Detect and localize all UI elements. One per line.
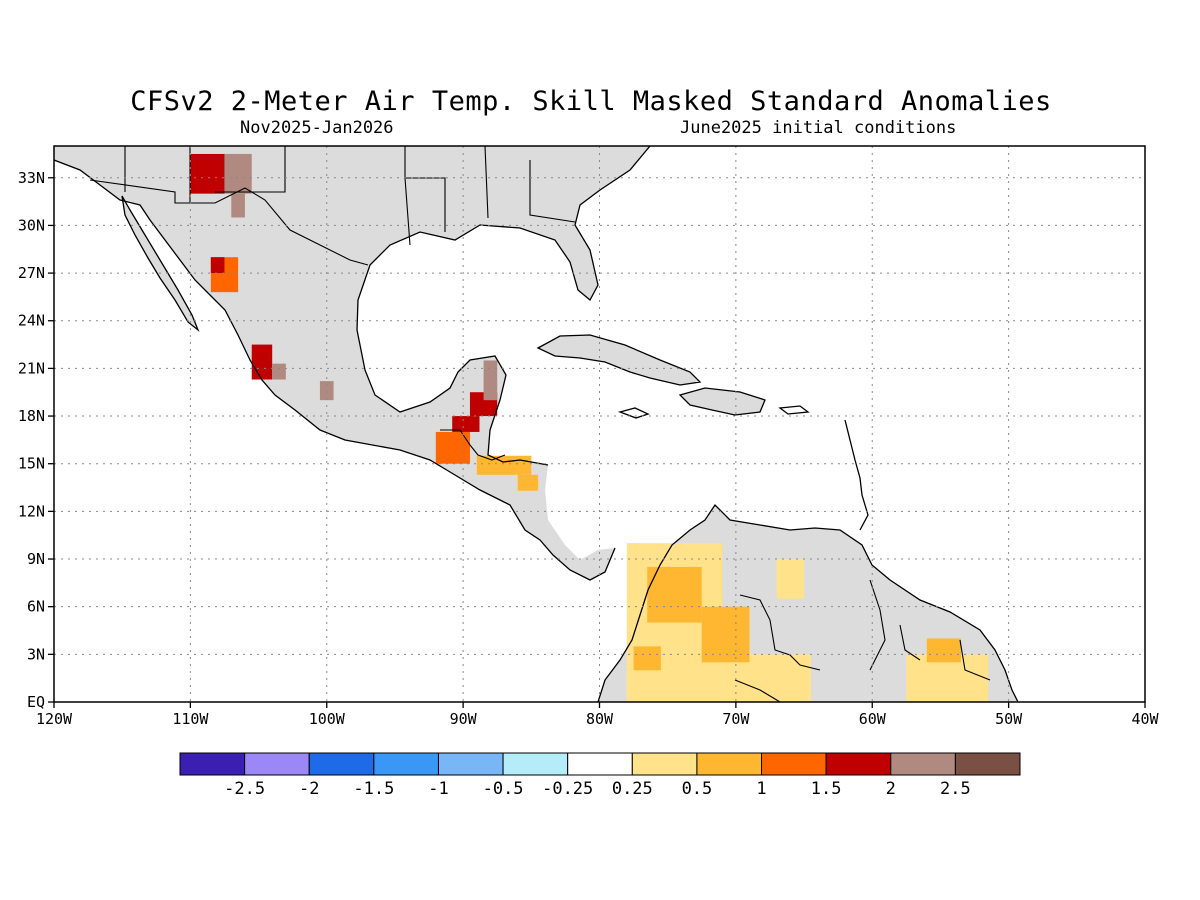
anomaly-cell [272, 363, 286, 380]
colorbar-label: 1.5 [811, 779, 842, 799]
land-hispaniola [680, 388, 765, 415]
lat-tick-label: 12N [18, 502, 45, 520]
graticule [54, 146, 1145, 702]
colorbar-label: 2.5 [940, 779, 971, 799]
axis-ticks [48, 177, 1146, 708]
coast-gulf [356, 146, 651, 466]
colorbar-swatch [825, 752, 892, 776]
colorbar-swatch [761, 752, 827, 776]
lat-tick-label: 24N [18, 312, 45, 330]
lat-tick-label: 33N [18, 169, 45, 187]
anomaly-cell [452, 416, 480, 432]
coast-puerto-rico [778, 405, 810, 415]
colorbar-label: -2.5 [224, 779, 265, 799]
colorbar-swatch [890, 752, 956, 776]
colorbar-swatch [502, 752, 569, 776]
anomaly-cell [224, 153, 252, 194]
border-us-mexico [89, 179, 369, 266]
coast-cuba [536, 334, 702, 386]
colorbar-swatch [567, 752, 633, 776]
colorbar-label: -1 [428, 779, 448, 799]
anomaly-cell [190, 153, 225, 194]
lon-tick-label: 60W [859, 710, 887, 728]
lon-tick-label: 80W [586, 710, 614, 728]
coast-jamaica [617, 407, 650, 419]
colorbar-label: -2 [299, 779, 319, 799]
colorbar-label: 2 [886, 779, 896, 799]
lat-tick-label: 21N [18, 359, 45, 377]
colorbar-swatch [179, 752, 246, 776]
lat-tick-label: 3N [27, 645, 45, 663]
lat-tick-label: EQ [27, 693, 45, 711]
lon-tick-label: 40W [1131, 710, 1159, 728]
valid-period-label: Nov2025-Jan2026 [240, 118, 394, 138]
lat-tick-label: 30N [18, 216, 45, 234]
colorbar-label: -0.5 [483, 779, 524, 799]
coast-north-america [54, 159, 616, 581]
colorbar-label: -1.5 [353, 779, 394, 799]
border-central-america [440, 429, 506, 461]
anomaly-cells [190, 153, 989, 702]
anomaly-cell [319, 381, 334, 401]
coastlines [54, 146, 1019, 702]
map-title: CFSv2 2-Meter Air Temp. Skill Masked Sta… [130, 86, 1052, 117]
lat-tick-label: 27N [18, 264, 45, 282]
coast-hispaniola [678, 387, 766, 416]
colorbar-swatch [308, 752, 375, 776]
anomaly-cell [210, 257, 225, 274]
colorbar-label: 1 [756, 779, 766, 799]
lon-tick-label: 50W [995, 710, 1023, 728]
lon-tick-label: 100W [309, 710, 346, 728]
anomaly-cell [633, 646, 661, 671]
coast-lesser-antilles [844, 419, 869, 531]
colorbar-swatch [631, 752, 698, 776]
colorbar: -2.5 -2 -1.5 -1 -0.5 -0.25 0.25 0.5 1 1.5 2 2.5 [179, 752, 1021, 799]
colorbar-swatch [244, 752, 310, 776]
colorbar-swatch [696, 752, 763, 776]
colorbar-swatch [954, 752, 1021, 776]
anomaly-cell [701, 606, 750, 663]
lon-tick-label: 70W [722, 710, 750, 728]
colorbar-label: 0.5 [682, 779, 713, 799]
colorbar-swatch [437, 752, 504, 776]
lon-tick-label: 110W [172, 710, 209, 728]
anomaly-cell [776, 559, 805, 599]
colorbar-label: 0.25 [612, 779, 653, 799]
colorbar-swatch [373, 752, 439, 776]
anomaly-cell [483, 360, 498, 401]
initial-conditions-label: June2025 initial conditions [680, 118, 957, 138]
lon-tick-label: 120W [36, 710, 73, 728]
anomaly-cell [517, 474, 539, 491]
anomaly-cell [476, 455, 532, 475]
anomaly-cell [231, 193, 245, 218]
lat-tick-label: 6N [27, 598, 45, 616]
land-cuba [538, 335, 700, 385]
lat-tick-label: 18N [18, 407, 45, 425]
coast-baja [121, 195, 200, 333]
anomaly-cell [251, 344, 273, 380]
colorbar-label: -0.25 [542, 779, 593, 799]
anomaly-cell [926, 638, 961, 663]
anomaly-cell [647, 566, 702, 623]
border-south-america [734, 579, 991, 702]
coast-south-america [597, 503, 1019, 702]
lat-tick-label: 9N [27, 550, 45, 568]
lon-tick-label: 90W [450, 710, 478, 728]
lat-tick-label: 15N [18, 455, 45, 473]
axis-tick-labels: 120W 110W 100W 90W 80W 70W 60W 50W 40W EQ 3N 6N 9N 12… [18, 169, 1160, 728]
